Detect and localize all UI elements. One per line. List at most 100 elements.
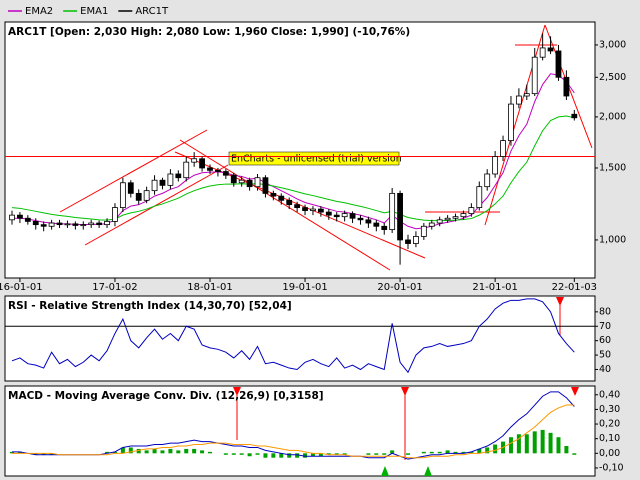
histogram-bar bbox=[10, 451, 14, 454]
histogram-bar bbox=[303, 453, 308, 458]
candle-body bbox=[9, 214, 15, 221]
histogram-bar bbox=[176, 450, 181, 454]
candle-body bbox=[333, 214, 340, 218]
candle-body bbox=[207, 167, 213, 171]
y-tick-label: 0,00 bbox=[599, 448, 620, 459]
series-line bbox=[12, 391, 575, 460]
legend-label: EMA1 bbox=[80, 6, 108, 17]
legend-label: EMA2 bbox=[25, 6, 53, 17]
x-tick-label: 18-01-01 bbox=[187, 282, 232, 293]
histogram-bar bbox=[271, 453, 276, 458]
candle-body bbox=[254, 177, 261, 188]
histogram-bar bbox=[287, 453, 292, 458]
candle-body bbox=[531, 56, 538, 95]
histogram-bar bbox=[160, 450, 165, 454]
candle-body bbox=[278, 195, 285, 201]
histogram-bar bbox=[516, 434, 521, 454]
trend-line bbox=[84, 164, 229, 246]
candle-body bbox=[325, 211, 332, 216]
histogram-bar bbox=[342, 453, 347, 455]
candle-body bbox=[151, 179, 158, 192]
price-title: ARC1T [Open: 2,030 High: 2,080 Low: 1,96… bbox=[8, 26, 410, 38]
candle-body bbox=[135, 192, 142, 201]
candle-body bbox=[143, 190, 150, 201]
candle-body bbox=[222, 171, 229, 176]
trend-line bbox=[179, 139, 391, 271]
candle-body bbox=[183, 161, 190, 179]
histogram-bar bbox=[437, 451, 442, 454]
histogram-bar bbox=[540, 429, 545, 454]
candle-body bbox=[405, 239, 411, 244]
candle-body bbox=[302, 207, 308, 211]
x-tick-label: 21-01-01 bbox=[472, 282, 517, 293]
series-line bbox=[11, 298, 575, 374]
histogram-bar bbox=[406, 453, 410, 455]
candle-body bbox=[500, 140, 506, 157]
histogram-bar bbox=[208, 451, 212, 454]
histogram-bar bbox=[144, 450, 149, 454]
y-tick-label: 0,10 bbox=[599, 433, 620, 444]
candle-body bbox=[286, 199, 293, 206]
candle-body bbox=[72, 223, 79, 226]
histogram-bar bbox=[112, 451, 117, 454]
candle-body bbox=[515, 95, 522, 105]
histogram-bar bbox=[429, 451, 434, 454]
macd-panel bbox=[4, 385, 596, 477]
series-line bbox=[12, 404, 575, 459]
candle-body bbox=[24, 217, 31, 222]
sell-arrow bbox=[571, 387, 579, 396]
candle-body bbox=[523, 93, 530, 97]
series-line bbox=[11, 115, 575, 222]
candle-body bbox=[230, 174, 237, 184]
buy-signals bbox=[381, 466, 432, 476]
histogram-bar bbox=[318, 453, 323, 457]
histogram-bar bbox=[469, 451, 474, 454]
histogram-bar bbox=[105, 451, 110, 454]
histogram-bar bbox=[295, 453, 300, 458]
candle-body bbox=[444, 217, 451, 221]
candle-body bbox=[64, 223, 71, 226]
candle-body bbox=[159, 179, 166, 186]
histogram-bar bbox=[477, 448, 482, 454]
legend-label: ARC1T bbox=[135, 6, 169, 17]
candle-body bbox=[460, 213, 467, 218]
histogram-bar bbox=[136, 448, 141, 454]
candle-body bbox=[492, 156, 499, 175]
candle-body bbox=[349, 213, 356, 219]
histogram-bar bbox=[548, 432, 553, 454]
candle-body bbox=[17, 214, 23, 219]
candle-body bbox=[270, 192, 277, 197]
y-tick-label: 3,000 bbox=[599, 39, 626, 50]
candle-body bbox=[508, 103, 514, 142]
histogram-bar bbox=[231, 453, 236, 455]
candle-body bbox=[175, 173, 182, 179]
y-tick-label: 0,30 bbox=[599, 404, 620, 415]
y-tick-label: 40 bbox=[599, 364, 611, 375]
candle-body bbox=[381, 225, 388, 230]
sell-arrow bbox=[401, 387, 409, 396]
y-tick-label: 2,500 bbox=[599, 72, 626, 83]
histogram-bar bbox=[572, 453, 577, 455]
histogram-bar bbox=[263, 453, 268, 458]
histogram-bar bbox=[374, 453, 379, 455]
histogram-bar bbox=[200, 450, 205, 454]
candle-body bbox=[563, 76, 570, 97]
histogram-bar bbox=[223, 453, 228, 455]
candle-body bbox=[199, 158, 205, 169]
candle-body bbox=[104, 221, 110, 226]
candle-body bbox=[167, 173, 174, 186]
candle-body bbox=[468, 207, 475, 214]
candle-body bbox=[32, 221, 39, 226]
y-tick-label: -0,10 bbox=[599, 462, 624, 473]
candle-body bbox=[246, 179, 253, 188]
watermark-box bbox=[228, 151, 400, 166]
buy-arrow bbox=[424, 466, 432, 476]
histogram-bar bbox=[445, 450, 450, 454]
y-tick-label: 70 bbox=[599, 321, 611, 332]
histogram-bar bbox=[493, 444, 498, 454]
histogram-bar bbox=[33, 453, 38, 455]
candle-body bbox=[191, 158, 198, 163]
histogram-bar bbox=[485, 447, 490, 454]
candle-body bbox=[294, 204, 301, 208]
